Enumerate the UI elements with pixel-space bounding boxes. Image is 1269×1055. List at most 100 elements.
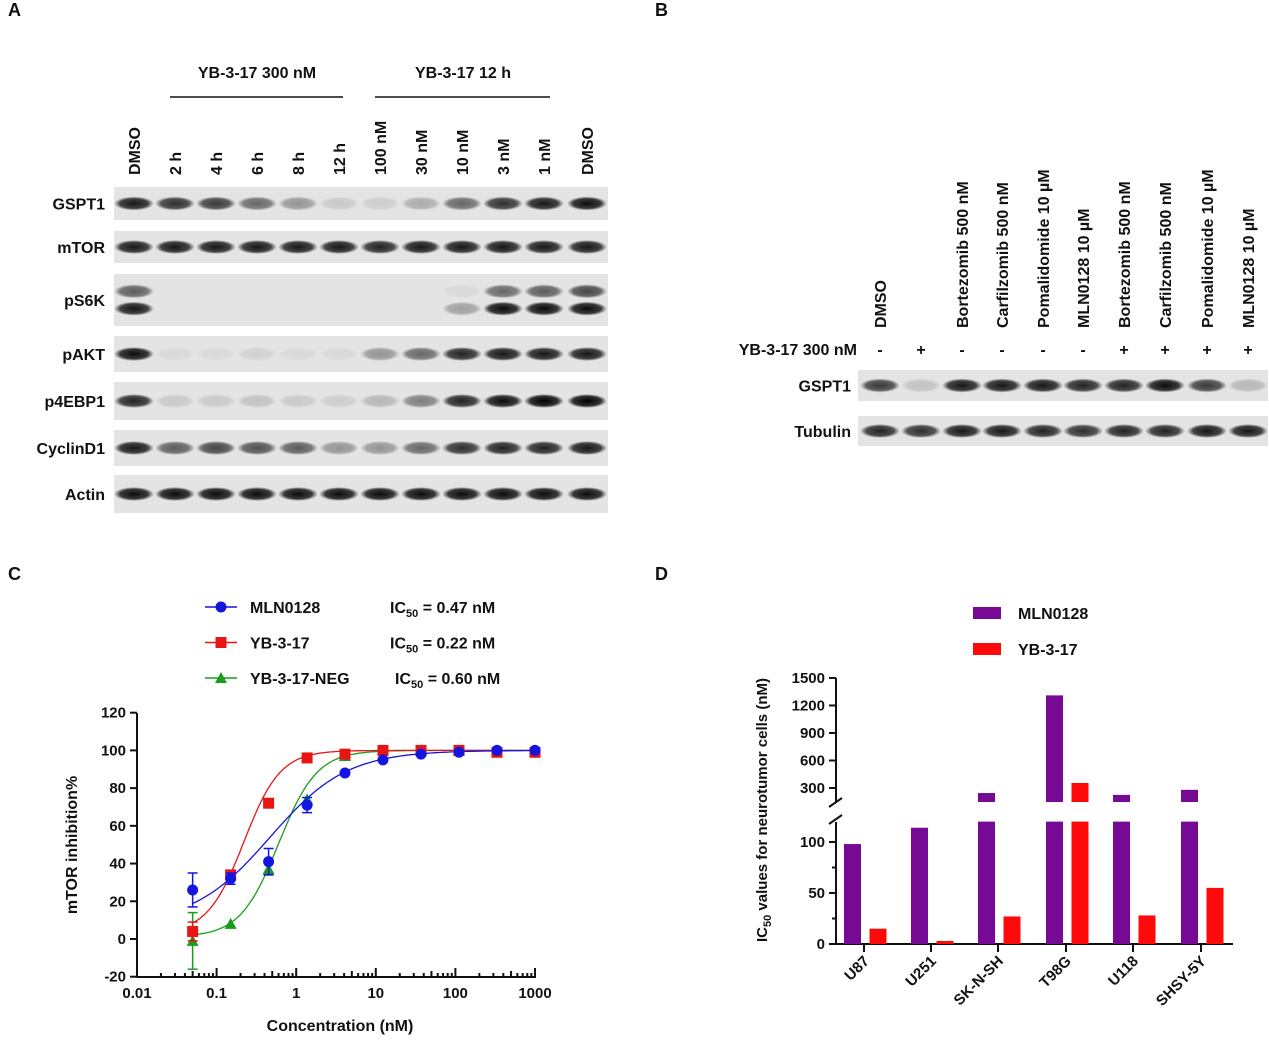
band [114,394,154,408]
band [114,487,154,501]
lane-label: DMSO [127,127,144,175]
band [155,394,195,408]
data-point [415,748,427,760]
lane-label: Pomalidomide 10 µM [1036,169,1053,328]
axis-break-mark [828,797,843,808]
ic50-label: IC50 = 0.22 nM [390,636,495,656]
legend-swatch [973,607,1001,619]
band [319,441,359,455]
x-tick-label: U118 [1105,953,1142,990]
band [278,347,318,361]
y-tick-label: 80 [109,780,126,797]
band [567,284,607,299]
band [114,441,154,455]
x-tick-label: 0.01 [122,985,151,1002]
y-tick-label: 1500 [792,670,825,687]
band [278,196,318,211]
lane-label: 10 nM [455,130,472,175]
data-point [453,746,465,758]
band [360,240,400,254]
band [942,378,982,393]
ic50-label: IC50 = 0.60 nM [395,671,500,691]
bar-mln0128 [1181,821,1198,944]
band [524,394,564,408]
data-point [301,752,313,764]
data-point [377,754,389,766]
band [360,394,400,408]
data-point [301,799,313,811]
band [567,441,607,455]
band [567,347,607,361]
band [524,441,564,455]
band [942,424,982,438]
bar-yb-3-17 [1071,821,1089,944]
band [483,196,523,211]
treatment-sign: - [959,342,964,359]
blot-ps6k [114,274,608,326]
lane-label: Carfilzomib 500 nM [995,182,1012,328]
data-point [224,917,237,929]
band [196,240,236,254]
legend-label: YB-3-17 [1018,642,1078,659]
lane-label: Bortezomib 500 nM [1117,181,1134,328]
panel-label-b: B [655,0,668,20]
band [483,284,523,299]
y-tick-label: 40 [109,856,126,873]
band [114,284,154,299]
band [442,347,482,361]
x-tick-label: 0.1 [206,985,227,1002]
y-tick-label: 60 [109,818,126,835]
band [524,196,564,211]
band [155,441,195,455]
blot-label: GSPT1 [53,197,106,214]
data-point [339,767,351,779]
band [442,441,482,455]
band [278,441,318,455]
band [401,347,441,361]
x-tick-label: SHSY-5Y [1153,953,1210,1010]
band [155,347,195,361]
blot-label: Tubulin [794,424,851,441]
band [1145,378,1185,393]
band [360,196,400,211]
band [1104,378,1144,393]
blot-label: pS6K [64,293,105,310]
band [1228,378,1268,393]
treatment-sign: + [1243,342,1252,359]
band [155,196,195,211]
band [483,441,523,455]
band [1023,378,1063,393]
data-point [225,873,237,885]
bar-mln0128 [1046,821,1063,944]
band [567,394,607,408]
y-tick-label: 100 [800,834,825,851]
band [237,487,277,501]
band [237,347,277,361]
treatment-sign: + [1202,342,1211,359]
lane-label: MLN0128 10 µM [1241,209,1258,328]
y-axis-title: mTOR inhibition% [64,776,81,914]
bar-yb-3-17 [1138,915,1156,944]
bar-mln0128 [844,844,861,944]
band [524,301,564,316]
band [360,487,400,501]
data-point [339,748,351,760]
bar-mln0128-upper [1181,789,1198,802]
band [982,424,1022,438]
legend-label: YB-3-17 [250,636,310,653]
band [483,394,523,408]
band [237,196,277,211]
lane-label: 30 nM [414,130,431,175]
bar-mln0128 [1113,821,1130,944]
legend-label: MLN0128 [1018,606,1088,623]
band [401,441,441,455]
legend-marker [215,637,227,648]
x-tick-label: U87 [841,953,872,984]
treatment-label: YB-3-17 300 nM [739,342,857,359]
y-axis-title: IC50 values for neurotumor cells (nM) [754,678,774,942]
lane-label: DMSO [873,280,890,328]
band [982,378,1022,393]
band [860,378,900,393]
bar-yb-3-17 [869,928,887,944]
